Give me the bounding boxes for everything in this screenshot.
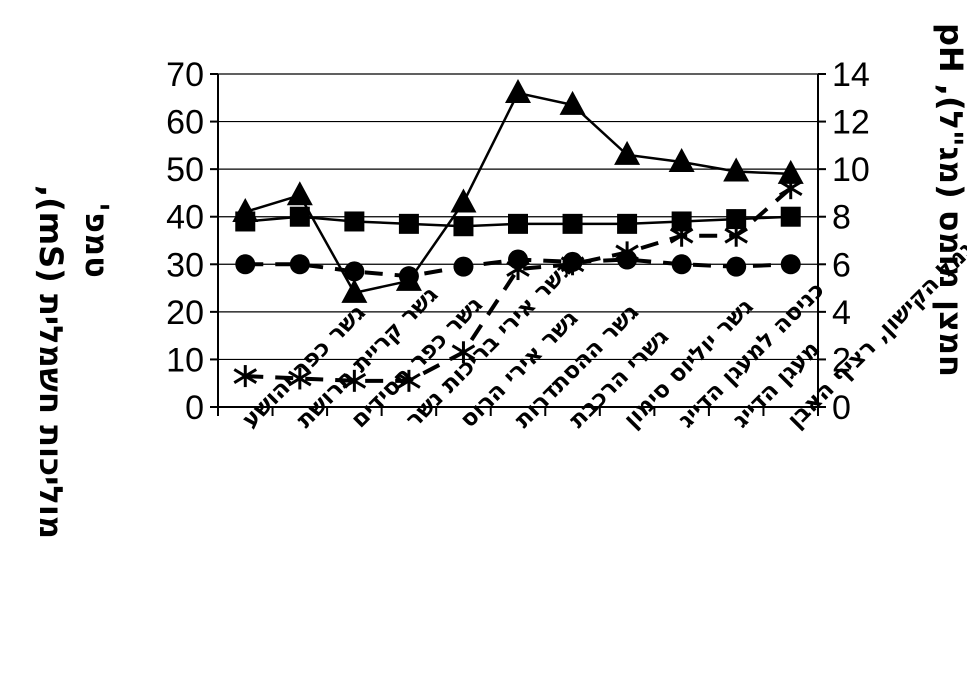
series-line (245, 186, 793, 383)
point-asterisk (288, 367, 312, 390)
right-axis-title: חמצן מומס (מג"ל), pH (932, 23, 967, 377)
point-triangle (450, 188, 477, 213)
point-asterisk (560, 253, 585, 276)
right-tick-label: 6 (832, 246, 851, 284)
point-triangle (723, 157, 750, 182)
point-triangle (668, 148, 695, 173)
point-square (344, 211, 365, 232)
left-tick-label: 30 (166, 246, 204, 284)
series-layer (232, 79, 804, 392)
point-triangle (777, 159, 804, 184)
left-tick-label: 10 (166, 341, 204, 379)
right-tick-label: 8 (832, 199, 851, 237)
left-tick-label: 20 (166, 294, 204, 332)
point-square (726, 209, 747, 230)
axes (210, 73, 826, 416)
right-tick-label: 12 (832, 104, 870, 142)
point-triangle (341, 278, 368, 303)
point-square (780, 206, 801, 227)
point-asterisk (669, 224, 694, 247)
point-square (671, 211, 692, 232)
point-circle (235, 254, 256, 275)
point-circle (453, 256, 474, 277)
left-tick-label: 50 (166, 151, 204, 189)
left-tick-label: 0 (185, 389, 204, 427)
left-tick-label: 60 (166, 104, 204, 142)
right-tick-label: 10 (832, 151, 870, 189)
right-tick-label: 0 (832, 389, 851, 427)
right-axis-tick-labels: 0 2 4 6 8 10 12 14 (832, 56, 870, 427)
point-asterisk (506, 258, 530, 281)
point-circle (344, 261, 365, 282)
point-square (235, 211, 256, 232)
point-square (562, 213, 583, 234)
series-asterisk (233, 177, 803, 392)
point-circle (726, 256, 747, 277)
series-square (235, 206, 801, 237)
point-asterisk (451, 341, 476, 364)
point-asterisk (233, 365, 258, 388)
left-axis-tick-labels: 0 10 20 30 40 50 60 70 (166, 56, 204, 427)
point-square (617, 213, 638, 234)
point-triangle (505, 79, 531, 104)
point-asterisk (342, 369, 367, 392)
point-asterisk (724, 224, 748, 247)
point-circle (780, 254, 801, 275)
point-circle (671, 254, 692, 275)
point-circle (289, 254, 310, 275)
left-tick-label: 70 (166, 56, 204, 94)
point-triangle (286, 181, 313, 206)
right-tick-label: 4 (832, 294, 851, 332)
point-circle (398, 266, 419, 287)
left-tick-label: 40 (166, 199, 204, 237)
left-axis-title-line2: טמפ' (78, 202, 116, 278)
point-square (289, 206, 310, 227)
point-triangle (614, 140, 641, 165)
point-square (453, 216, 474, 237)
point-asterisk (615, 241, 639, 264)
left-axis-title: מוליכות חשמלית (mS), (32, 185, 70, 539)
point-square (508, 213, 528, 234)
point-square (398, 213, 419, 234)
series-circle (235, 249, 801, 287)
right-tick-label: 2 (832, 341, 851, 379)
point-asterisk (397, 369, 421, 392)
point-asterisk (778, 177, 803, 200)
point-triangle (559, 90, 586, 115)
right-tick-label: 14 (832, 56, 870, 94)
